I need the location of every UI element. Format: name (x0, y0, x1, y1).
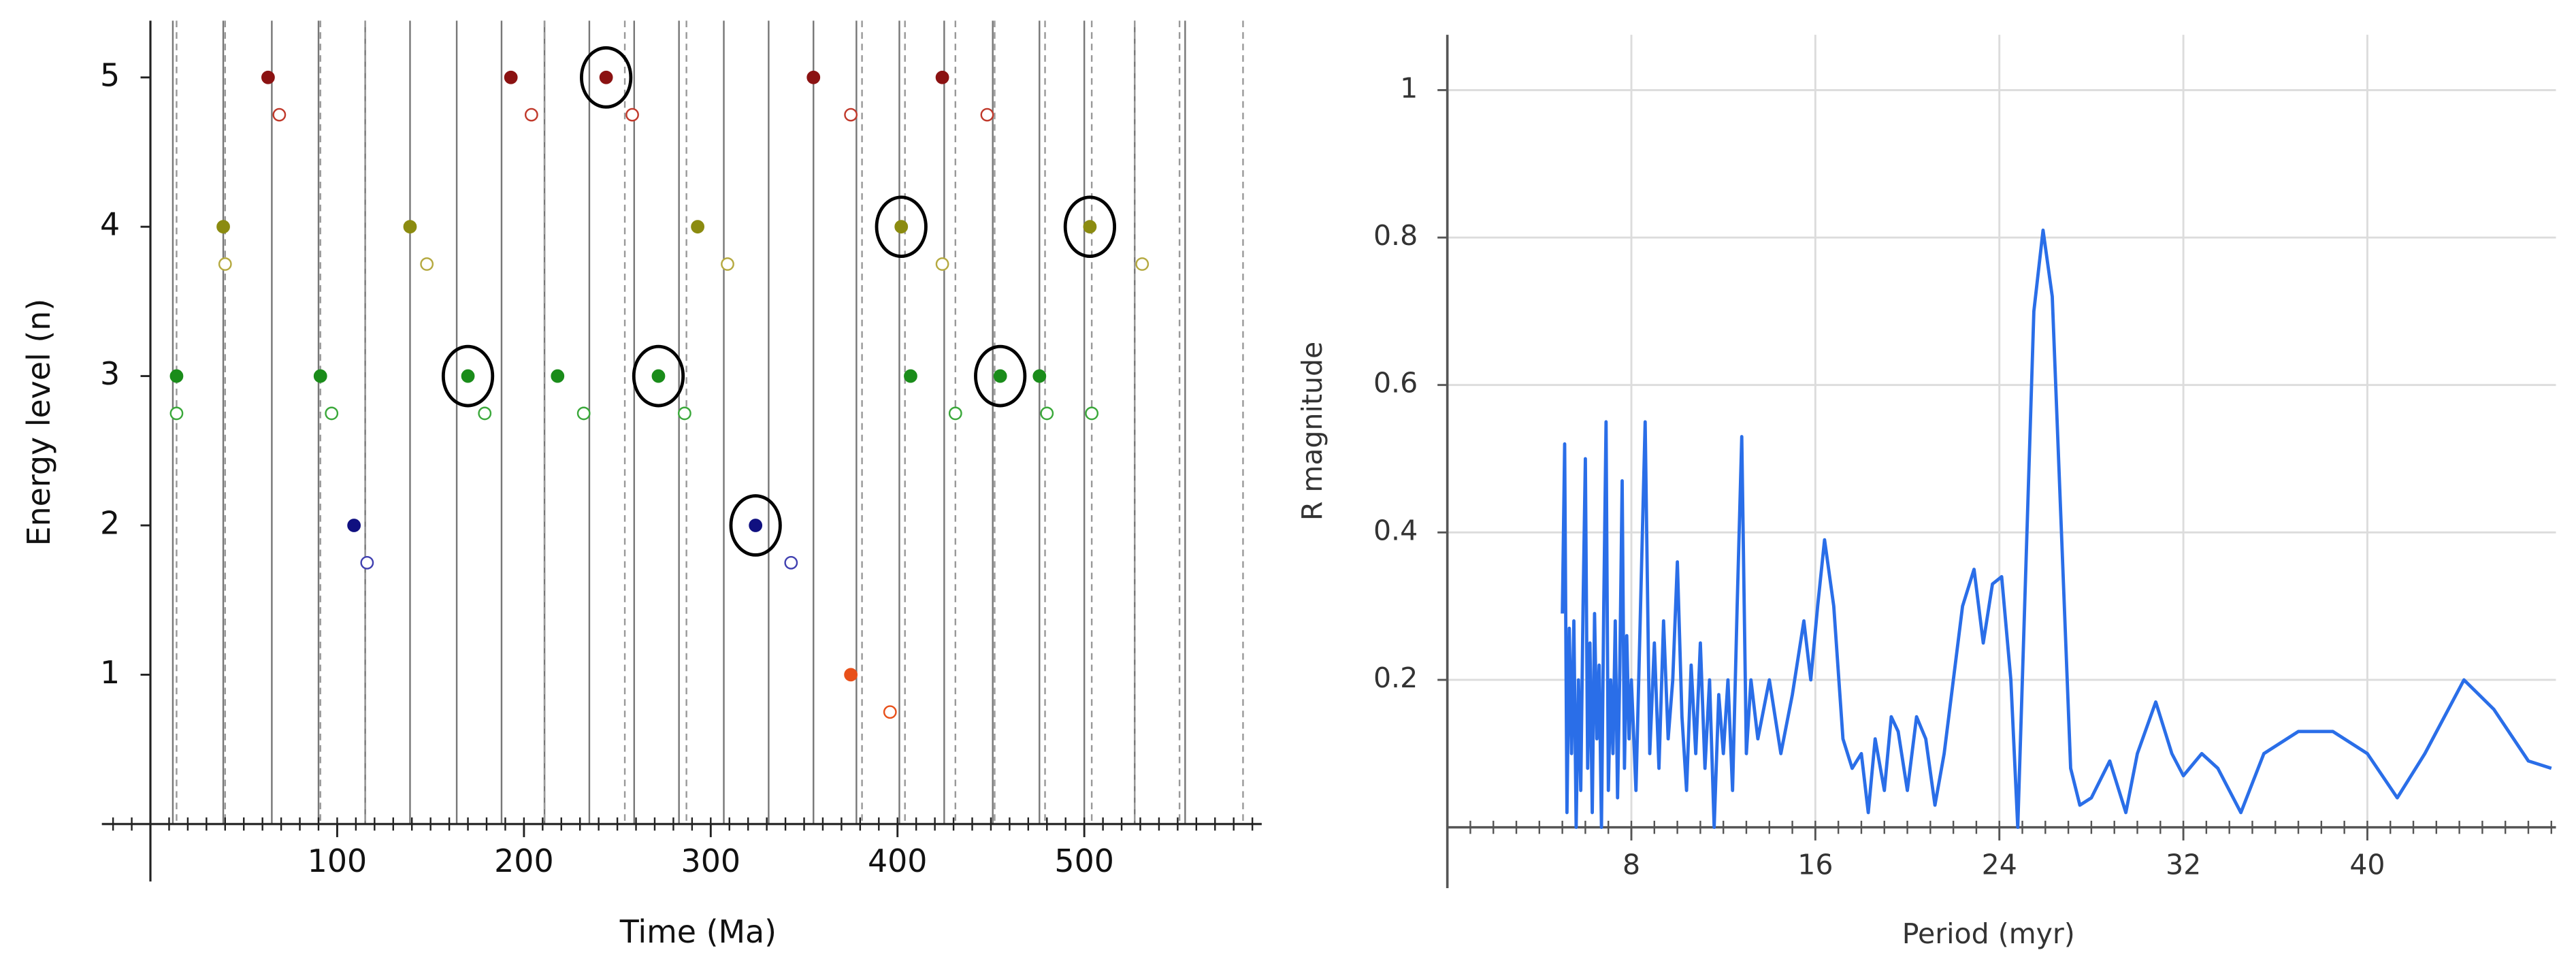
y-tick-label: 0.8 (1373, 219, 1418, 252)
filled-point (935, 70, 949, 84)
highlight-ring (1063, 195, 1117, 259)
y-tick-label: 3 (100, 355, 120, 392)
y-tick-label: 1 (1400, 71, 1418, 104)
x-tick-label: 200 (494, 843, 554, 879)
filled-point (313, 369, 327, 383)
x-tick-label: 400 (868, 843, 928, 879)
open-point (420, 257, 434, 271)
filled-point (1032, 369, 1047, 383)
highlight-ring (974, 344, 1027, 408)
filled-point (651, 369, 666, 383)
open-point (625, 108, 639, 122)
open-point (883, 705, 897, 719)
open-point (935, 257, 949, 271)
y-axis-label: Energy level (n) (20, 299, 57, 546)
background (0, 4, 2576, 959)
filled-point (904, 369, 917, 383)
open-point (478, 406, 492, 421)
x-tick-label: 8 (1623, 849, 1640, 881)
y-tick-label: 0.6 (1373, 367, 1418, 399)
filled-point (261, 70, 275, 84)
open-point (721, 257, 734, 271)
y-tick-label: 1 (100, 654, 120, 691)
x-tick-label: 40 (2349, 849, 2385, 881)
highlight-ring (632, 344, 685, 408)
open-point (784, 555, 798, 570)
highlight-ring (441, 344, 495, 408)
open-point (1085, 406, 1099, 421)
highlight-ring (729, 494, 782, 557)
open-point (980, 108, 994, 122)
filled-point (403, 220, 417, 234)
filled-point (504, 70, 518, 84)
filled-point (749, 519, 763, 532)
data-line (1561, 228, 2552, 830)
filled-point (461, 369, 475, 383)
open-point (677, 406, 691, 421)
x-axis-label: Period (myr) (1902, 917, 2075, 950)
filled-point (599, 70, 613, 84)
open-point (218, 257, 232, 271)
y-tick-label: 5 (100, 56, 120, 93)
y-tick-label: 4 (100, 206, 120, 243)
y-tick-label: 0.4 (1373, 514, 1418, 546)
open-point (948, 406, 962, 421)
filled-point (216, 220, 230, 234)
open-point (524, 108, 538, 122)
open-point (844, 108, 858, 122)
open-point (169, 406, 184, 421)
filled-point (1083, 220, 1097, 234)
open-point (325, 406, 339, 421)
y-axis-label: R magnitude (1296, 342, 1328, 521)
open-point (360, 555, 374, 570)
open-point (1040, 406, 1054, 421)
filled-point (691, 220, 704, 234)
chart-panel: 8 16 24 32 40 0.2 0.4 0.6 0.8 1 Period (myr) R magn… (1296, 35, 2556, 950)
filled-point (169, 369, 184, 383)
open-point (1135, 257, 1150, 271)
chart-panel: 100 200 300 400 500 1 2 3 4 5 Time (Ma) Energy leve… (20, 20, 1262, 950)
x-tick-label: 300 (681, 843, 741, 879)
filled-point (806, 70, 821, 84)
x-tick-label: 100 (308, 843, 368, 879)
x-tick-label: 500 (1054, 843, 1114, 879)
x-tick-label: 32 (2166, 849, 2201, 881)
x-tick-label: 16 (1797, 849, 1833, 881)
filled-point (551, 369, 565, 383)
open-point (272, 108, 287, 122)
highlight-ring (580, 46, 633, 109)
open-point (576, 406, 591, 421)
filled-point (844, 668, 858, 682)
filled-point (347, 519, 361, 532)
x-tick-label: 24 (1982, 849, 2017, 881)
highlight-ring (875, 195, 928, 259)
filled-point (993, 369, 1007, 383)
filled-point (894, 220, 909, 234)
y-tick-label: 2 (100, 504, 120, 541)
x-axis-label: Time (Ma) (619, 913, 777, 950)
y-tick-label: 0.2 (1373, 662, 1418, 694)
